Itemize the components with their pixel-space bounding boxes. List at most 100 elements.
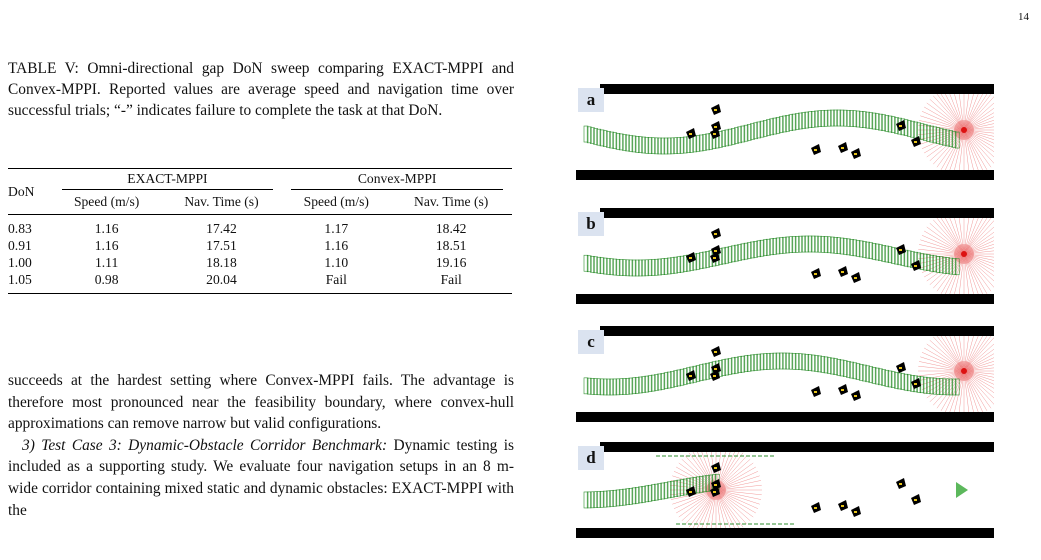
- obstacle-accent: [689, 491, 692, 493]
- obstacle-accent: [814, 391, 817, 393]
- robot-marker: [961, 127, 967, 133]
- col-header-exact-speed: Speed (m/s): [52, 190, 161, 215]
- subsection-title: 3) Test Case 3: Dynamic-Obstacle Corrido…: [22, 436, 388, 454]
- obstacle-accent: [714, 467, 717, 469]
- paragraph-text: Dynamic testing is included as a support…: [8, 436, 514, 519]
- col-header-convex-speed: Speed (m/s): [282, 190, 391, 215]
- obstacle-accent: [713, 133, 716, 135]
- cell-convex-speed: 1.16: [324, 237, 349, 253]
- cell-don: 1.00: [8, 254, 32, 270]
- cell-exact-navtime: 17.51: [206, 237, 237, 253]
- body-text: succeeds at the hardest setting where Co…: [8, 370, 514, 521]
- goal-marker: [956, 482, 968, 498]
- panel-d-plot: [576, 442, 994, 538]
- cell-exact-speed: 0.98: [52, 271, 161, 294]
- robot-marker: [961, 368, 967, 374]
- panel-d: d: [576, 438, 994, 542]
- sensor-rays: [918, 93, 994, 171]
- cell-exact-speed: 1.11: [94, 254, 119, 270]
- obstacle-accent: [854, 395, 857, 397]
- cell-convex-speed: 1.17: [324, 220, 349, 236]
- obstacle-accent: [689, 375, 692, 377]
- panel-b: b: [576, 204, 994, 308]
- table-caption: TABLE V: Omni-directional gap DoN sweep …: [8, 60, 514, 119]
- obstacle-accent: [899, 367, 902, 369]
- panel-a: a: [576, 80, 994, 184]
- obstacle-accent: [814, 273, 817, 275]
- corridor-wall-bottom: [576, 528, 994, 538]
- col-header-don: DoN: [8, 168, 53, 215]
- table-row: 0.91 1.16 17.51 1.16 18.51: [8, 237, 512, 254]
- cell-exact-speed: 1.16: [94, 237, 119, 253]
- robot-trajectory: [583, 352, 960, 396]
- cell-exact-navtime: 17.42: [206, 220, 237, 236]
- obstacle-accent: [914, 499, 917, 501]
- cell-convex-speed: 1.10: [324, 254, 349, 270]
- moving-obstacle-track: [656, 455, 794, 525]
- corridor-wall-top: [600, 326, 994, 336]
- obstacle-accent: [914, 141, 917, 143]
- obstacle-accent: [689, 257, 692, 259]
- obstacle-accent: [899, 483, 902, 485]
- don-sweep-table: DoN EXACT-MPPI Convex-MPPI Speed (m/s) N…: [8, 168, 512, 294]
- robot-trajectory: [583, 473, 720, 509]
- obstacle-accent: [713, 257, 716, 259]
- obstacles: [686, 346, 921, 401]
- obstacle-accent: [899, 249, 902, 251]
- obstacle-accent: [841, 389, 844, 391]
- robot-trajectory: [583, 109, 960, 155]
- obstacle-accent: [814, 149, 817, 151]
- obstacle-accent: [814, 507, 817, 509]
- obstacle-accent: [689, 133, 692, 135]
- panel-a-plot: [576, 84, 994, 180]
- table-row: 1.05 0.98 20.04 Fail Fail: [8, 271, 512, 294]
- cell-exact-speed: 1.16: [94, 220, 119, 236]
- table-row: 1.00 1.11 18.18 1.10 19.16: [8, 254, 512, 271]
- robot-trajectory: [583, 235, 960, 277]
- obstacle-accent: [713, 375, 716, 377]
- obstacle-accent: [841, 147, 844, 149]
- obstacle-accent: [841, 505, 844, 507]
- obstacles: [686, 228, 921, 283]
- group-header-exact: EXACT-MPPI: [52, 168, 283, 190]
- cell-exact-navtime: 18.18: [206, 254, 237, 270]
- obstacle-accent: [714, 250, 717, 252]
- panel-label: b: [578, 212, 604, 236]
- group-header-convex: Convex-MPPI: [282, 168, 512, 190]
- corridor-wall-top: [600, 84, 994, 94]
- obstacle-accent: [854, 511, 857, 513]
- cell-convex-navtime: 18.42: [435, 220, 467, 236]
- panel-c-plot: [576, 326, 994, 422]
- cell-convex-speed: Fail: [282, 271, 391, 294]
- cell-convex-navtime: Fail: [390, 271, 512, 294]
- corridor-wall-top: [600, 208, 994, 218]
- obstacle-accent: [714, 351, 717, 353]
- cell-don: 0.91: [8, 237, 32, 253]
- col-header-exact-navtime: Nav. Time (s): [160, 190, 283, 215]
- obstacle-accent: [914, 265, 917, 267]
- corridor-wall-bottom: [576, 294, 994, 304]
- obstacles: [686, 462, 921, 517]
- col-header-convex-navtime: Nav. Time (s): [390, 190, 512, 215]
- corridor-wall-top: [600, 442, 994, 452]
- cell-convex-navtime: 19.16: [435, 254, 467, 270]
- sensor-rays: [670, 451, 762, 529]
- obstacle-accent: [714, 126, 717, 128]
- panel-label: a: [578, 88, 604, 112]
- corridor-wall-bottom: [576, 412, 994, 422]
- obstacle-accent: [854, 153, 857, 155]
- obstacle-accent: [841, 271, 844, 273]
- obstacle-accent: [899, 125, 902, 127]
- paragraph: 3) Test Case 3: Dynamic-Obstacle Corrido…: [8, 435, 514, 521]
- page-number: 14: [1018, 11, 1029, 23]
- paragraph: succeeds at the hardest setting where Co…: [8, 372, 514, 433]
- cell-don: 0.83: [8, 220, 32, 236]
- cell-don: 1.05: [8, 271, 53, 294]
- cell-exact-navtime: 20.04: [160, 271, 283, 294]
- panel-c: c: [576, 322, 994, 426]
- obstacle-accent: [714, 109, 717, 111]
- panel-label: c: [578, 330, 604, 354]
- obstacle-accent: [714, 233, 717, 235]
- obstacles: [686, 104, 921, 159]
- cell-convex-navtime: 18.51: [435, 237, 467, 253]
